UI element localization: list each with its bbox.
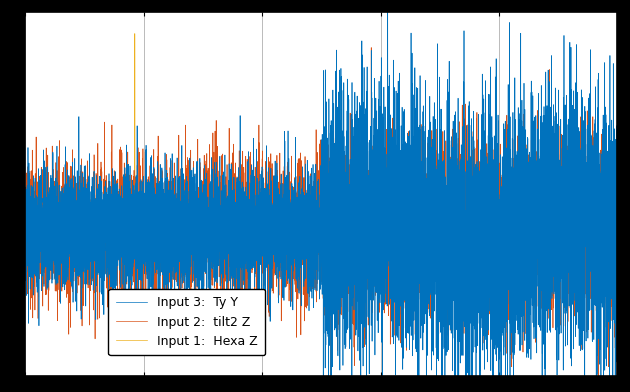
Input 2:  tilt2 Z: (5.84e+03, 1.25): tilt2 Z: (5.84e+03, 1.25) [367, 45, 375, 50]
Input 2:  tilt2 Z: (414, 0.000788): tilt2 Z: (414, 0.000788) [46, 228, 54, 233]
Input 3:  Ty Y: (9.47e+03, 0.126): Ty Y: (9.47e+03, 0.126) [582, 210, 590, 214]
Input 2:  tilt2 Z: (1.96e+03, 0.00392): tilt2 Z: (1.96e+03, 0.00392) [137, 228, 145, 232]
Input 1:  Hexa Z: (45, 0.0423): Hexa Z: (45, 0.0423) [24, 222, 32, 227]
Input 3:  Ty Y: (4.89e+03, -0.0658): Ty Y: (4.89e+03, -0.0658) [311, 238, 319, 242]
Input 1:  Hexa Z: (9.47e+03, 0.233): Hexa Z: (9.47e+03, 0.233) [582, 194, 590, 199]
Input 3:  Ty Y: (45, -0.0576): Ty Y: (45, -0.0576) [24, 236, 32, 241]
Input 2:  tilt2 Z: (45, 0.0264): tilt2 Z: (45, 0.0264) [24, 224, 32, 229]
Input 3:  Ty Y: (1e+04, 0.0516): Ty Y: (1e+04, 0.0516) [614, 221, 621, 225]
Line: Input 3:  Ty Y: Input 3: Ty Y [25, 34, 617, 311]
Line: Input 2:  tilt2 Z: Input 2: tilt2 Z [25, 47, 617, 388]
Input 1:  Hexa Z: (1e+04, -0.251): Hexa Z: (1e+04, -0.251) [614, 265, 621, 269]
Legend: Input 3:  Ty Y, Input 2:  tilt2 Z, Input 1:  Hexa Z: Input 3: Ty Y, Input 2: tilt2 Z, Input 1… [108, 289, 265, 356]
Input 3:  Ty Y: (1.96e+03, 0.0417): Ty Y: (1.96e+03, 0.0417) [137, 222, 145, 227]
Input 2:  tilt2 Z: (1e+04, -0.454): tilt2 Z: (1e+04, -0.454) [614, 294, 621, 299]
Input 2:  tilt2 Z: (4.89e+03, 0.286): tilt2 Z: (4.89e+03, 0.286) [311, 187, 319, 191]
Input 1:  Hexa Z: (0, 0.185): Hexa Z: (0, 0.185) [21, 201, 29, 206]
Input 1:  Hexa Z: (414, -0.214): Hexa Z: (414, -0.214) [46, 260, 54, 264]
Input 3:  Ty Y: (0, 0.0397): Ty Y: (0, 0.0397) [21, 222, 29, 227]
Input 3:  Ty Y: (1.85e+03, 1.35): Ty Y: (1.85e+03, 1.35) [131, 31, 139, 36]
Input 2:  tilt2 Z: (0, -0.149): tilt2 Z: (0, -0.149) [21, 250, 29, 255]
Line: Input 1:  Hexa Z: Input 1: Hexa Z [25, 0, 617, 392]
Input 2:  tilt2 Z: (9.47e+03, -0.288): tilt2 Z: (9.47e+03, -0.288) [582, 270, 590, 275]
Input 3:  Ty Y: (414, 0.0266): Ty Y: (414, 0.0266) [46, 224, 54, 229]
Input 2:  tilt2 Z: (9.67e+03, -1.08): tilt2 Z: (9.67e+03, -1.08) [594, 386, 602, 390]
Input 2:  tilt2 Z: (598, 0.0634): tilt2 Z: (598, 0.0634) [57, 219, 64, 223]
Input 1:  Hexa Z: (1.96e+03, -0.0192): Hexa Z: (1.96e+03, -0.0192) [137, 231, 145, 236]
Input 1:  Hexa Z: (598, 0.193): Hexa Z: (598, 0.193) [57, 200, 64, 205]
Input 1:  Hexa Z: (4.89e+03, 0.392): Hexa Z: (4.89e+03, 0.392) [311, 171, 319, 176]
Input 3:  Ty Y: (1.85e+03, -0.55): Ty Y: (1.85e+03, -0.55) [131, 309, 139, 313]
Input 3:  Ty Y: (598, -0.0355): Ty Y: (598, -0.0355) [57, 233, 64, 238]
